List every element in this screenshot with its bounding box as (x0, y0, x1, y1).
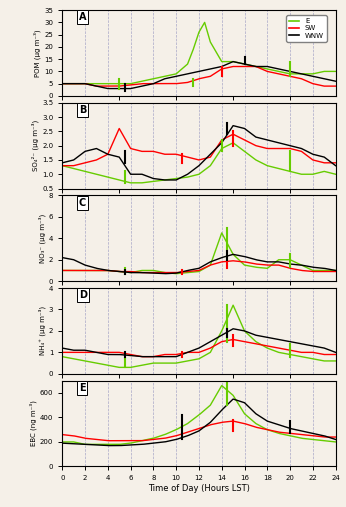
Y-axis label: POM (μg m⁻³): POM (μg m⁻³) (34, 29, 42, 77)
X-axis label: Time of Day (Hours LST): Time of Day (Hours LST) (148, 484, 250, 493)
Text: D: D (79, 291, 87, 300)
Y-axis label: NO₃⁻ (μg m⁻³): NO₃⁻ (μg m⁻³) (38, 213, 46, 263)
Text: A: A (79, 13, 86, 22)
Text: E: E (79, 383, 85, 393)
Y-axis label: EBC (ng m⁻³): EBC (ng m⁻³) (29, 401, 37, 447)
Text: C: C (79, 198, 86, 208)
Y-axis label: NH₄⁺ (μg m⁻³): NH₄⁺ (μg m⁻³) (38, 306, 46, 355)
Y-axis label: SO₄²⁻ (μg m⁻³): SO₄²⁻ (μg m⁻³) (32, 120, 39, 171)
Text: B: B (79, 105, 86, 115)
Legend: E, SW, WNW: E, SW, WNW (286, 15, 327, 42)
